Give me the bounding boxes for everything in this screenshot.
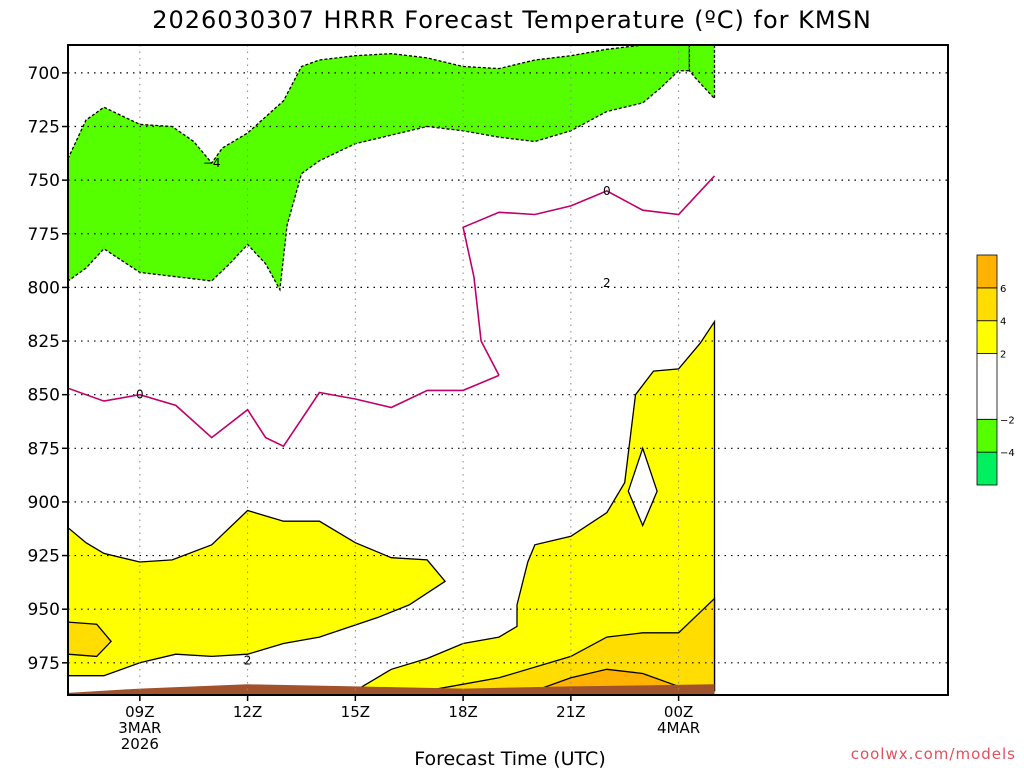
x-axis-label: Forecast Time (UTC)	[414, 748, 605, 768]
colorbar-label: 2	[1000, 350, 1006, 361]
y-tick-label: 750	[28, 171, 60, 191]
contour-label: −4	[203, 156, 221, 170]
y-tick-label: 825	[28, 332, 60, 352]
x-tick-label: 21Z	[556, 703, 585, 721]
colorbar-band	[976, 254, 998, 289]
region-ground	[68, 684, 715, 695]
colorbar-band	[976, 451, 998, 486]
colorbar-label: −4	[1000, 448, 1015, 459]
colorbar-band	[976, 320, 998, 354]
contour-label: 2	[244, 654, 252, 668]
colorbar-label: −2	[1000, 415, 1015, 426]
region-white-hole	[627, 446, 658, 528]
y-tick-label: 925	[28, 547, 60, 567]
x-tick-label: 3MAR	[118, 719, 161, 737]
y-tick-label: 725	[28, 118, 60, 138]
chart-title: 2026030307 HRRR Forecast Temperature (ºC…	[152, 6, 872, 34]
colorbar-label: 6	[1000, 284, 1006, 295]
zero-contour-line	[68, 374, 500, 448]
x-tick-label: 15Z	[341, 703, 370, 721]
y-tick-label: 850	[28, 386, 60, 406]
plot-area: −4 0 0 2 2	[67, 44, 949, 696]
region-gold-low-right	[427, 596, 716, 692]
x-tick-label: 12Z	[233, 703, 262, 721]
x-tick-label: 09Z	[125, 703, 154, 721]
x-tick-label: 2026	[121, 735, 159, 753]
x-tick-label: 00Z	[664, 703, 693, 721]
contour-label: 2	[603, 276, 611, 290]
colorbar-band	[976, 353, 998, 420]
y-tick-label: 700	[28, 64, 60, 84]
y-tick-label: 900	[28, 493, 60, 513]
plot-frame	[67, 44, 949, 696]
y-tick-label: 950	[28, 600, 60, 620]
y-axis: 700 725 750 775 800 825 850 875 900 925 950 975	[28, 64, 68, 674]
colorbar-label: 4	[1000, 317, 1006, 328]
colorbar-band	[976, 287, 998, 322]
colorbar-band	[976, 418, 998, 453]
y-tick-label: 875	[28, 439, 60, 459]
y-tick-label: 775	[28, 225, 60, 245]
y-tick-label: 800	[28, 278, 60, 298]
region-green-upper	[68, 45, 691, 292]
contour-labels: −4 0 0 2 2	[136, 156, 611, 668]
contour-lines	[68, 175, 716, 448]
watermark: coolwx.com/models	[851, 745, 1016, 763]
contour-label: 0	[136, 388, 144, 402]
colorbar: 6 4 2 −2 −4	[976, 254, 1015, 486]
x-tick-label: 4MAR	[657, 719, 700, 737]
x-tick-label: 18Z	[448, 703, 477, 721]
region-gold-low-left	[68, 621, 112, 658]
region-yellow-low-left	[68, 509, 447, 677]
region-green-upper-right	[688, 45, 716, 101]
contour-label: 0	[603, 184, 611, 198]
grid-lines	[68, 45, 948, 695]
zero-contour-line	[462, 175, 716, 376]
y-tick-label: 975	[28, 654, 60, 674]
